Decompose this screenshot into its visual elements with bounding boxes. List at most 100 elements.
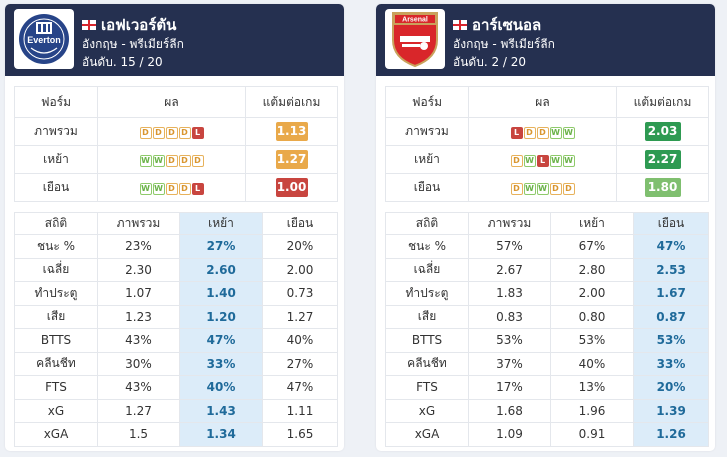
- league-name[interactable]: อังกฤษ - พรีเมียร์ลีก: [453, 37, 555, 51]
- stat-value-away: 27%: [262, 351, 338, 376]
- stat-value-away: 53%: [633, 328, 709, 353]
- stat-value-overall: 1.27: [97, 398, 180, 423]
- stat-value-home: 27%: [179, 234, 263, 259]
- result-chip[interactable]: D: [549, 183, 562, 195]
- stat-value-away: 20%: [633, 375, 709, 400]
- stat-value-away: 0.73: [262, 281, 338, 306]
- result-chip[interactable]: D: [562, 183, 575, 195]
- result-chip[interactable]: D: [152, 127, 165, 139]
- result-chip[interactable]: W: [536, 183, 549, 195]
- stat-value-overall: 43%: [97, 375, 180, 400]
- stat-value-overall: 43%: [97, 328, 180, 353]
- result-chip[interactable]: D: [178, 183, 191, 195]
- form-row-label: ภาพรวม: [385, 117, 469, 146]
- stat-value-overall: 57%: [468, 234, 551, 259]
- stat-value-home: 2.80: [550, 257, 634, 282]
- team-name[interactable]: เอฟเวอร์ตัน: [82, 13, 176, 37]
- result-column-header: ผล: [468, 86, 617, 118]
- stat-value-away: 47%: [633, 234, 709, 259]
- form-table: ฟอร์ม ผล แต้มต่อเกม ภาพรวม D D D D L 1.13 เหย้า W W D…: [14, 86, 338, 202]
- stat-label: ชนะ %: [385, 234, 469, 259]
- team-card-away: Arsenal อาร์เซนอล อังกฤษ - พรีเมียร์ลีก อั…: [376, 4, 715, 451]
- form-header-row: ฟอร์ม ผล แต้มต่อเกม: [385, 86, 709, 118]
- stat-value-away: 2.00: [262, 257, 338, 282]
- away-column-header[interactable]: เยือน: [633, 212, 709, 235]
- result-chip[interactable]: W: [562, 127, 575, 139]
- form-row-label: เหย้า: [385, 145, 469, 174]
- overall-column-header[interactable]: ภาพรวม: [468, 212, 551, 235]
- stat-value-overall: 1.09: [468, 422, 551, 447]
- ppg-badge: 1.27: [275, 150, 308, 169]
- stats-header-row: สถิติ ภาพรวม เหย้า เยือน: [14, 212, 338, 235]
- result-chip[interactable]: L: [510, 127, 523, 139]
- result-chip[interactable]: W: [139, 183, 152, 195]
- result-chip[interactable]: D: [165, 183, 178, 195]
- stats-column-header: สถิติ: [385, 212, 469, 235]
- result-chip[interactable]: L: [191, 183, 204, 195]
- home-column-header[interactable]: เหย้า: [179, 212, 263, 235]
- result-chip[interactable]: D: [510, 155, 523, 167]
- stat-label: เสีย: [14, 304, 98, 329]
- result-chip[interactable]: D: [510, 183, 523, 195]
- stat-value-overall: 0.83: [468, 304, 551, 329]
- form-table: ฟอร์ม ผล แต้มต่อเกม ภาพรวม L D D W W 2.03 เหย้า D W L…: [385, 86, 709, 202]
- result-chip[interactable]: W: [549, 155, 562, 167]
- stat-value-home: 2.60: [179, 257, 263, 282]
- result-chip[interactable]: W: [139, 155, 152, 167]
- form-column-header: ฟอร์ม: [14, 86, 98, 118]
- team-name[interactable]: อาร์เซนอล: [453, 13, 541, 37]
- stat-value-home: 1.40: [179, 281, 263, 306]
- league-name[interactable]: อังกฤษ - พรีเมียร์ลีก: [82, 37, 184, 51]
- stats-table: สถิติ ภาพรวม เหย้า เยือน ชนะ % 23% 27% 20% เฉลี่…: [14, 212, 338, 447]
- result-chip[interactable]: W: [152, 183, 165, 195]
- result-chip[interactable]: D: [523, 127, 536, 139]
- stat-value-home: 33%: [179, 351, 263, 376]
- result-chip[interactable]: W: [523, 155, 536, 167]
- everton-crest-icon[interactable]: Everton: [14, 9, 74, 69]
- result-chip[interactable]: D: [139, 127, 152, 139]
- stats-row: เสีย 1.23 1.20 1.27: [14, 304, 338, 329]
- stat-label: เฉลี่ย: [385, 257, 469, 282]
- result-chip[interactable]: L: [191, 127, 204, 139]
- result-chip[interactable]: D: [536, 127, 549, 139]
- result-chip[interactable]: W: [152, 155, 165, 167]
- stat-value-overall: 1.07: [97, 281, 180, 306]
- result-chip[interactable]: L: [536, 155, 549, 167]
- stats-row: FTS 43% 40% 47%: [14, 375, 338, 400]
- england-flag-icon: [82, 20, 96, 30]
- form-row: เหย้า D W L W W 2.27: [385, 145, 709, 174]
- ppg-badge: 1.00: [275, 178, 308, 197]
- stat-value-away: 1.65: [262, 422, 338, 447]
- result-chip[interactable]: W: [549, 127, 562, 139]
- stat-label: BTTS: [385, 328, 469, 353]
- result-chip[interactable]: D: [178, 127, 191, 139]
- stat-label: FTS: [385, 375, 469, 400]
- team-header: Everton เอฟเวอร์ตัน อังกฤษ - พรีเมียร์ลีก…: [5, 4, 344, 76]
- home-column-header[interactable]: เหย้า: [550, 212, 634, 235]
- stat-value-home: 53%: [550, 328, 634, 353]
- result-chip[interactable]: D: [165, 127, 178, 139]
- stats-column-header: สถิติ: [14, 212, 98, 235]
- stat-value-home: 2.00: [550, 281, 634, 306]
- stats-row: ชนะ % 57% 67% 47%: [385, 234, 709, 259]
- result-chip[interactable]: W: [562, 155, 575, 167]
- result-chip[interactable]: D: [178, 155, 191, 167]
- result-chip[interactable]: W: [523, 183, 536, 195]
- form-row: เยือน D W W D D 1.80: [385, 173, 709, 202]
- stat-value-home: 40%: [179, 375, 263, 400]
- stat-value-away: 1.67: [633, 281, 709, 306]
- overall-column-header[interactable]: ภาพรวม: [97, 212, 180, 235]
- ppg-cell: 2.27: [616, 145, 709, 174]
- form-row: เยือน W W D D L 1.00: [14, 173, 338, 202]
- ppg-cell: 1.80: [616, 173, 709, 202]
- result-chip[interactable]: D: [165, 155, 178, 167]
- away-column-header[interactable]: เยือน: [262, 212, 338, 235]
- stat-value-overall: 30%: [97, 351, 180, 376]
- arsenal-crest-icon[interactable]: Arsenal: [385, 9, 445, 69]
- stat-value-home: 13%: [550, 375, 634, 400]
- result-chip[interactable]: D: [191, 155, 204, 167]
